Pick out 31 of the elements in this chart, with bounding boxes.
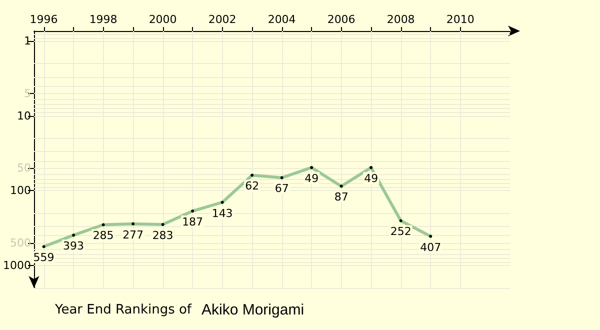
y-tick-label: 50 [16, 162, 31, 175]
data-label: 62 [245, 180, 260, 193]
x-tick-label: 2004 [268, 13, 296, 26]
data-label: 143 [212, 206, 233, 220]
y-tick-label: 500 [10, 236, 31, 250]
data-label: 252 [390, 225, 412, 238]
data-label: 67 [274, 182, 289, 196]
x-tick-label: 2010 [446, 13, 474, 26]
text: Year End Rankings of [54, 302, 192, 318]
y-tick-label: 100 [10, 184, 31, 198]
y-tick-label: 10 [16, 109, 31, 122]
data-label: 49 [304, 172, 319, 186]
x-tick-label: 2000 [148, 13, 177, 26]
y-tick-label: 1 [24, 34, 31, 48]
text: Akiko Morigami [202, 302, 304, 318]
data-label: 277 [122, 228, 144, 242]
data-label: 49 [364, 172, 378, 186]
data-label: 283 [152, 229, 174, 242]
data-label: 187 [182, 216, 204, 229]
y-tick-label: 1000 [2, 258, 31, 272]
y-tick-label: 5 [24, 86, 31, 100]
data-label: 393 [63, 240, 84, 253]
x-tick-label: 1996 [30, 13, 58, 26]
x-tick-label: 2006 [327, 13, 356, 26]
data-label: 407 [420, 240, 442, 254]
x-tick-label: 1998 [89, 13, 118, 26]
data-label: 87 [334, 190, 348, 204]
x-tick-label: 2008 [386, 13, 415, 26]
x-tick-label: 2002 [208, 13, 236, 26]
data-label: 559 [33, 251, 54, 264]
data-label: 285 [92, 229, 114, 242]
